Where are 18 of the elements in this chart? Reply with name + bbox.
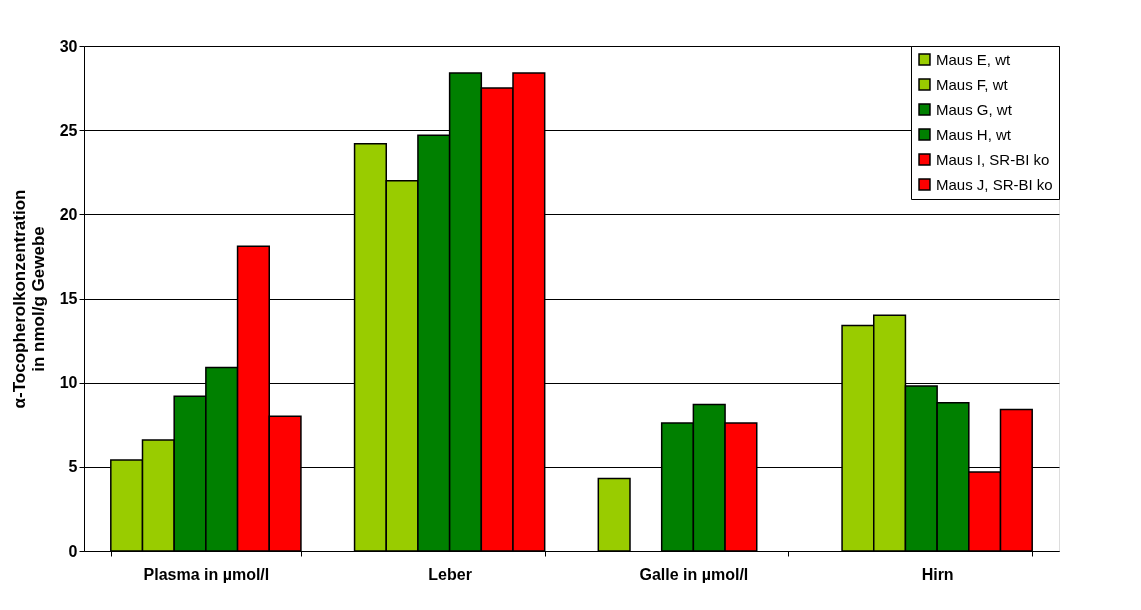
x-tick-label: Galle in µmol/l — [639, 565, 749, 583]
y-tick-label: 10 — [59, 374, 78, 392]
x-tick-label: Leber — [428, 565, 472, 583]
y-tick-label: 0 — [68, 542, 78, 560]
y-tick-label: 15 — [59, 290, 78, 307]
x-tick-label: Hirn — [921, 565, 954, 583]
y-tick-label: 5 — [68, 458, 78, 476]
legend-label: Maus E, wt — [936, 50, 1012, 68]
y-tick-label: 25 — [59, 121, 78, 139]
x-tick-label: Plasma in µmol/l — [143, 565, 270, 583]
y-axis-title: α-Tocopherolkonzentration in nmol/g Gewebe — [9, 189, 48, 409]
legend-label: Maus H, wt — [936, 125, 1012, 143]
legend-label: Maus I, SR-BI ko — [936, 150, 1050, 168]
legend-label: Maus G, wt — [936, 100, 1013, 118]
y-tick-label: 20 — [59, 205, 78, 223]
legend-label: Maus J, SR-BI ko — [936, 175, 1053, 193]
y-tick-label: 30 — [59, 37, 78, 55]
legend-label: Maus F, wt — [936, 75, 1009, 93]
